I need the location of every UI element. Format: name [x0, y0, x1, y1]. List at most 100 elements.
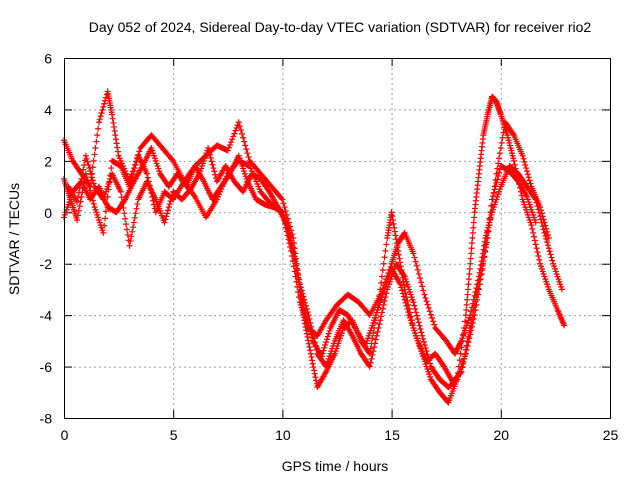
data-point — [133, 158, 140, 165]
data-point — [86, 165, 93, 172]
x-tick-label: 20 — [494, 427, 510, 443]
data-point — [83, 155, 90, 162]
data-point — [431, 321, 438, 328]
data-point — [285, 229, 292, 236]
data-point — [308, 331, 315, 338]
data-point — [533, 245, 540, 252]
data-point — [458, 368, 465, 375]
data-point — [483, 239, 490, 246]
data-point — [289, 245, 296, 252]
data-point — [479, 262, 486, 269]
data-point — [489, 202, 496, 209]
data-point — [377, 317, 384, 324]
data-point — [319, 350, 326, 357]
data-point — [232, 127, 239, 134]
data-point — [510, 157, 517, 164]
data-point — [420, 335, 427, 342]
data-point — [118, 194, 125, 201]
data-point — [76, 185, 83, 192]
data-point — [470, 219, 477, 226]
data-point — [307, 347, 314, 354]
data-point — [524, 171, 531, 178]
data-point — [311, 367, 318, 374]
data-point — [79, 171, 86, 178]
data-point — [300, 302, 307, 309]
data-point — [523, 165, 530, 172]
data-point — [74, 217, 81, 223]
data-point — [310, 364, 317, 371]
data-point — [278, 195, 285, 202]
data-point — [531, 237, 538, 244]
series-track-2 — [61, 152, 565, 357]
data-point — [381, 298, 388, 304]
data-point — [76, 203, 83, 210]
data-point — [477, 272, 484, 279]
data-point — [101, 100, 108, 107]
data-point — [544, 228, 551, 235]
data-point — [94, 132, 101, 139]
data-point — [379, 305, 386, 312]
data-point — [229, 136, 236, 143]
grid-lines — [64, 58, 610, 418]
data-point — [383, 241, 390, 248]
data-point — [500, 129, 507, 136]
data-point — [398, 284, 405, 291]
data-point — [457, 369, 464, 376]
data-point — [286, 233, 293, 240]
data-point — [102, 215, 109, 222]
data-point — [463, 301, 470, 308]
data-point — [411, 302, 418, 309]
data-point — [488, 209, 495, 216]
data-point — [498, 139, 505, 146]
data-point — [414, 266, 421, 273]
data-point — [130, 171, 137, 178]
data-point — [372, 340, 379, 347]
data-point — [109, 111, 116, 118]
data-point — [133, 205, 140, 212]
data-point — [405, 309, 412, 316]
data-point — [303, 305, 310, 312]
data-point — [424, 301, 431, 308]
data-point — [482, 248, 489, 255]
data-point — [124, 231, 131, 238]
data-point — [237, 127, 244, 133]
data-point — [74, 212, 81, 219]
data-point — [544, 231, 551, 238]
data-point — [558, 286, 565, 293]
data-point — [244, 150, 251, 157]
data-point — [467, 255, 474, 262]
data-point — [287, 237, 294, 244]
y-tick-label: 4 — [44, 102, 52, 118]
data-point — [527, 180, 534, 187]
data-point — [400, 272, 407, 279]
data-point — [561, 322, 568, 329]
data-point — [418, 279, 425, 286]
data-point — [469, 235, 476, 241]
data-point — [543, 225, 550, 232]
data-point — [543, 236, 550, 243]
data-point — [463, 307, 470, 313]
data-point — [466, 265, 473, 272]
data-point — [110, 119, 117, 126]
data-point — [397, 281, 404, 288]
data-point — [117, 188, 124, 195]
data-point — [96, 116, 103, 123]
data-point — [465, 281, 472, 288]
data-point — [464, 338, 471, 345]
data-point — [463, 342, 470, 349]
data-point — [86, 184, 93, 191]
data-point — [412, 305, 419, 312]
data-point — [496, 169, 503, 176]
data-point — [309, 360, 316, 367]
data-point — [309, 357, 316, 364]
data-point — [132, 210, 139, 217]
data-point — [532, 241, 539, 248]
data-point — [473, 294, 480, 301]
data-point — [80, 166, 87, 173]
data-point — [544, 242, 551, 249]
data-point — [475, 286, 482, 293]
data-point — [305, 340, 312, 347]
data-point — [224, 147, 231, 154]
data-point — [240, 134, 247, 141]
